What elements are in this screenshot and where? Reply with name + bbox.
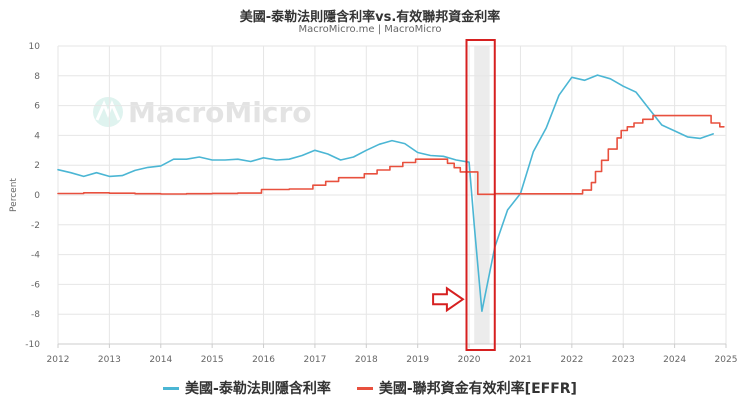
y-tick-label: -8 (31, 310, 40, 320)
x-tick-label: 2016 (252, 355, 275, 365)
x-tick-label: 2014 (149, 355, 172, 365)
y-axis-title: Percent (9, 178, 19, 212)
y-tick-label: 8 (34, 72, 40, 82)
y-tick-label: -6 (31, 280, 40, 290)
y-tick-label: -2 (31, 221, 40, 231)
watermark: MacroMicro (93, 96, 312, 129)
y-tick-label: 4 (34, 131, 40, 141)
chart-subtitle: MacroMicro.me | MacroMicro (298, 24, 442, 35)
x-tick-label: 2023 (612, 355, 635, 365)
x-tick-label: 2024 (663, 355, 686, 365)
y-tick-label: 6 (34, 102, 40, 112)
watermark-text: MacroMicro (128, 96, 312, 129)
legend-item-taylor[interactable]: 美國-泰勒法則隱含利率 (163, 378, 331, 398)
x-tick-label: 2021 (509, 355, 532, 365)
series-line-effr (57, 114, 725, 196)
legend: 美國-泰勒法則隱含利率 美國-聯邦資金有效利率[EFFR] (0, 378, 740, 398)
legend-item-effr[interactable]: 美國-聯邦資金有效利率[EFFR] (356, 378, 577, 398)
macromicro-logo-icon (93, 97, 123, 127)
x-tick-label: 2012 (47, 355, 70, 365)
x-tick-label: 2019 (406, 355, 429, 365)
chart-title: 美國-泰勒法則隱含利率vs.有效聯邦資金利率 (239, 10, 501, 25)
legend-label-taylor: 美國-泰勒法則隱含利率 (185, 381, 331, 397)
x-tick-label: 2015 (201, 355, 224, 365)
y-tick-label: -4 (31, 251, 40, 261)
x-tick-label: 2020 (458, 355, 481, 365)
x-tick-label: 2022 (560, 355, 583, 365)
x-tick-label: 2018 (355, 355, 378, 365)
arrow-icon (432, 286, 465, 313)
y-tick-label: 0 (34, 191, 40, 201)
x-tick-label: 2017 (303, 355, 326, 365)
highlight-box (465, 39, 496, 351)
y-tick-label: -10 (25, 340, 40, 350)
y-tick-label: 2 (34, 161, 40, 171)
legend-label-effr: 美國-聯邦資金有效利率[EFFR] (378, 381, 577, 397)
y-tick-label: 10 (29, 42, 41, 52)
legend-swatch-taylor (163, 386, 180, 390)
series-line-taylor (57, 74, 714, 312)
x-tick-label: 2025 (715, 355, 738, 365)
legend-swatch-effr (356, 386, 373, 390)
x-tick-label: 2013 (98, 355, 121, 365)
